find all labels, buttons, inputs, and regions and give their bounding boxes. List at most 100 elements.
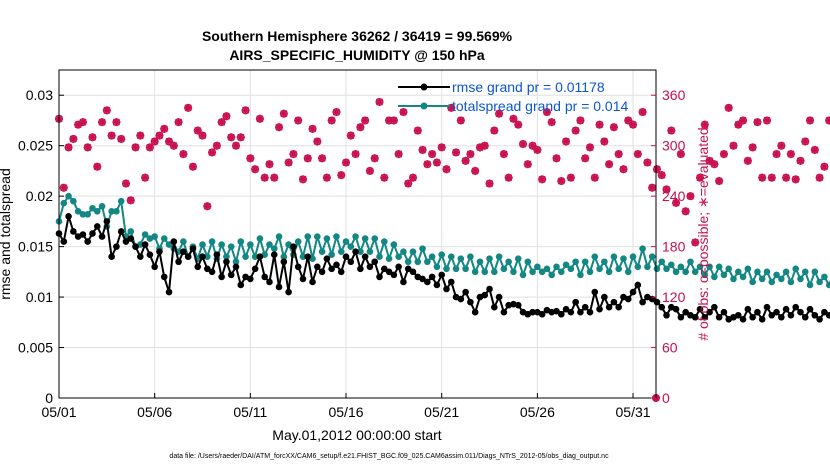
spread-point: [266, 241, 273, 248]
obs-point: [533, 145, 542, 154]
rmse-point: [261, 273, 268, 281]
spread-point: [74, 207, 82, 215]
spread-point: [644, 263, 651, 271]
rmse-point: [424, 278, 431, 286]
rmse-point: [754, 308, 761, 316]
obs-point: [542, 108, 551, 117]
rmse-point: [237, 281, 245, 289]
spread-point: [299, 253, 307, 261]
rmse-point: [457, 295, 465, 303]
spread-point: [376, 253, 383, 261]
spread-point: [572, 258, 579, 266]
rmse-point: [749, 313, 756, 321]
rmse-point: [691, 313, 699, 321]
spread-point: [758, 275, 766, 283]
rmse-point: [467, 298, 474, 306]
rmse-point: [89, 230, 96, 237]
rmse-point: [409, 268, 417, 276]
rmse-point: [227, 271, 235, 279]
spread-point: [223, 253, 230, 261]
spread-point: [89, 204, 96, 212]
rmse-point: [266, 278, 273, 286]
y2-tick-label: 240: [662, 188, 686, 204]
spread-point: [510, 268, 517, 276]
spread-point: [648, 253, 656, 261]
obs-point: [585, 143, 594, 152]
spread-point: [677, 263, 685, 271]
obs-point: [337, 171, 346, 180]
spread-point: [323, 235, 331, 242]
rmse-point: [299, 275, 307, 283]
spread-point: [117, 197, 125, 205]
obs-point: [184, 103, 193, 112]
obs-point: [471, 166, 480, 175]
obs-point: [227, 133, 236, 142]
obs-point: [571, 126, 580, 135]
obs-point: [289, 150, 298, 159]
rmse-point: [170, 238, 178, 245]
spread-point: [543, 265, 551, 273]
y2-axis-label: # of obs: o=possible; ∗=evaluated: [695, 127, 711, 340]
obs-point: [174, 118, 183, 127]
spread-point: [701, 271, 709, 279]
rmse-point: [247, 275, 254, 283]
spread-point: [385, 255, 393, 263]
obs-point: [150, 137, 159, 146]
rmse-point: [103, 218, 111, 225]
obs-point: [322, 173, 331, 182]
spread-point: [734, 268, 742, 276]
y-tick-label: 0.03: [26, 87, 53, 103]
spread-point: [357, 248, 364, 255]
spread-point: [424, 258, 431, 266]
rmse-point: [615, 303, 622, 311]
spread-point: [467, 253, 474, 261]
obs-point: [461, 156, 470, 165]
spread-point: [658, 258, 666, 266]
obs-point: [327, 116, 336, 125]
spread-point: [596, 265, 603, 273]
spread-point: [342, 238, 350, 245]
obs-point: [767, 173, 776, 182]
rmse-point: [443, 285, 450, 293]
spread-point: [409, 248, 417, 255]
spread-point: [481, 268, 489, 276]
obs-point: [629, 120, 638, 129]
spread-point: [524, 258, 532, 266]
spread-point: [452, 265, 460, 273]
obs-point: [217, 118, 226, 127]
rmse-point: [156, 248, 163, 255]
obs-point: [480, 141, 489, 150]
spread-point: [495, 253, 503, 261]
obs-point: [332, 108, 341, 117]
rmse-point: [658, 303, 666, 311]
spread-point: [739, 273, 747, 281]
spread-point: [270, 245, 278, 252]
rmse-point: [328, 265, 335, 273]
obs-point: [351, 150, 360, 159]
spread-point: [519, 271, 527, 279]
obs-point: [418, 145, 427, 154]
spread-point: [730, 275, 737, 283]
spread-point: [773, 271, 780, 279]
spread-point: [390, 241, 398, 248]
rmse-point: [557, 310, 565, 318]
spread-point: [696, 263, 704, 271]
obs-point: [485, 179, 494, 188]
spread-point: [443, 265, 450, 273]
obs-point: [753, 118, 762, 127]
y-axis: 0 0.005 0.01 0.015 0.02 0.025 0.03: [18, 87, 64, 406]
spread-point: [792, 265, 799, 273]
obs-point: [672, 198, 681, 207]
rmse-point: [586, 308, 594, 316]
spread-point: [486, 255, 493, 263]
obs-point: [255, 114, 264, 123]
spread-point: [624, 268, 632, 276]
spread-point: [505, 258, 512, 266]
obs-point: [743, 156, 752, 165]
rmse-point: [605, 303, 613, 311]
spread-point: [218, 241, 225, 248]
rmse-point: [801, 313, 809, 321]
obs-point: [810, 145, 819, 154]
obs-point: [528, 141, 537, 150]
spread-point: [787, 278, 795, 286]
